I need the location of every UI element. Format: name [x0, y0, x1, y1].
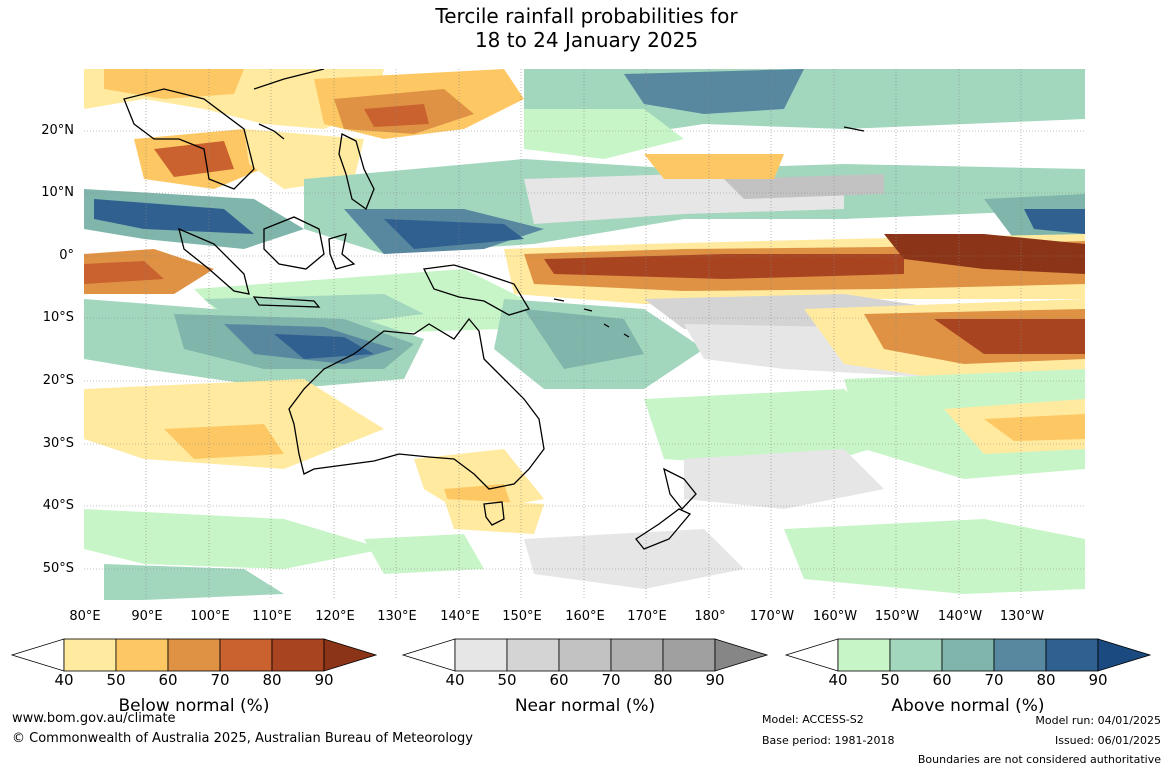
australia-coastline [288, 317, 545, 490]
indochina-coastline [123, 88, 255, 190]
lat-label-50s: 50°S [42, 561, 74, 576]
asia-coastline [253, 69, 325, 140]
lon-label-150e: 150°E [502, 609, 542, 624]
legend-below-tick-60: 60 [158, 671, 178, 689]
lat-label-10n: 10°N [41, 185, 74, 200]
map-title: Tercile rainfall probabilities for 18 to… [0, 4, 1173, 52]
legend-above-normal-title: Above normal (%) [891, 696, 1045, 716]
legend-below-tick-90: 90 [314, 671, 334, 689]
lon-label-80e: 80°E [69, 609, 101, 624]
footer-copyright: © Commonwealth of Australia 2025, Austra… [12, 731, 473, 746]
coastlines [123, 69, 865, 550]
lon-label-180: 180° [694, 609, 726, 624]
legend-below-tick-80: 80 [262, 671, 282, 689]
lon-label-120e: 120°E [315, 609, 355, 624]
lon-label-160e: 160°E [565, 609, 605, 624]
legend-near-tick-80: 80 [653, 671, 673, 689]
lat-label-0: 0° [59, 248, 74, 263]
lon-label-90e: 90°E [131, 609, 163, 624]
legend-above-normal-bar [784, 638, 1152, 672]
new-guinea-coastline [423, 264, 530, 316]
lat-label-20s: 20°S [42, 373, 74, 388]
lat-label-30s: 30°S [42, 436, 74, 451]
legend-colorbars [10, 638, 1152, 672]
legend-below-tick-40: 40 [54, 671, 74, 689]
pacific-islands-coastline [553, 126, 865, 338]
legend-below-normal-title: Below normal (%) [118, 696, 270, 716]
lon-label-150w: 150°W [874, 609, 920, 624]
lat-label-10s: 10°S [42, 310, 74, 325]
footer-disclaimer: Boundaries are not considered authoritat… [917, 753, 1161, 766]
lon-label-130e: 130°E [377, 609, 417, 624]
new-zealand-north-coastline [663, 467, 697, 510]
lon-label-110e: 110°E [252, 609, 292, 624]
footer-issued: Issued: 06/01/2025 [1054, 734, 1161, 747]
legend-above-tick-60: 60 [932, 671, 952, 689]
legend-below-tick-70: 70 [210, 671, 230, 689]
legend-near-tick-60: 60 [549, 671, 569, 689]
philippines-coastline [338, 133, 375, 211]
footer-website: www.bom.gov.au/climate [12, 711, 176, 726]
lon-label-140e: 140°E [440, 609, 480, 624]
legend-above-tick-80: 80 [1036, 671, 1056, 689]
legend-near-normal-title: Near normal (%) [514, 696, 656, 716]
rain-probability-fields [84, 69, 1085, 600]
lon-label-100e: 100°E [190, 609, 230, 624]
lon-label-130w: 130°W [999, 609, 1045, 624]
lat-label-20n: 20°N [41, 123, 74, 138]
map-title-line1: Tercile rainfall probabilities for [435, 4, 738, 28]
sulawesi-coastline [328, 233, 356, 270]
legend-above-tick-50: 50 [880, 671, 900, 689]
map-title-line2: 18 to 24 January 2025 [474, 28, 699, 52]
footer-model: Model: ACCESS-S2 [762, 713, 864, 726]
lon-label-160w: 160°W [812, 609, 858, 624]
legend-above-tick-40: 40 [828, 671, 848, 689]
legend-above-tick-90: 90 [1088, 671, 1108, 689]
map-canvas [84, 69, 1085, 600]
borneo-coastline [263, 216, 325, 270]
legend-above-tick-70: 70 [984, 671, 1004, 689]
java-coastline [252, 296, 321, 308]
legend-below-normal-bar [10, 638, 378, 672]
footer-model-run: Model run: 04/01/2025 [1035, 714, 1161, 727]
lon-label-140w: 140°W [937, 609, 983, 624]
legend-near-tick-50: 50 [497, 671, 517, 689]
new-zealand-south-coastline [635, 508, 692, 550]
legend-near-normal-bar [401, 638, 769, 672]
lon-label-170e: 170°E [627, 609, 667, 624]
lon-label-170w: 170°W [749, 609, 795, 624]
legend-near-tick-70: 70 [601, 671, 621, 689]
legend-near-tick-90: 90 [705, 671, 725, 689]
tasmania-coastline [483, 501, 505, 526]
sumatra-coastline [178, 227, 250, 295]
legend-near-tick-40: 40 [445, 671, 465, 689]
map-gridlines [84, 69, 1085, 600]
footer-base-period: Base period: 1981-2018 [762, 734, 895, 747]
legend-below-tick-50: 50 [106, 671, 126, 689]
lat-label-40s: 40°S [42, 498, 74, 513]
forecast-map [84, 69, 1085, 600]
